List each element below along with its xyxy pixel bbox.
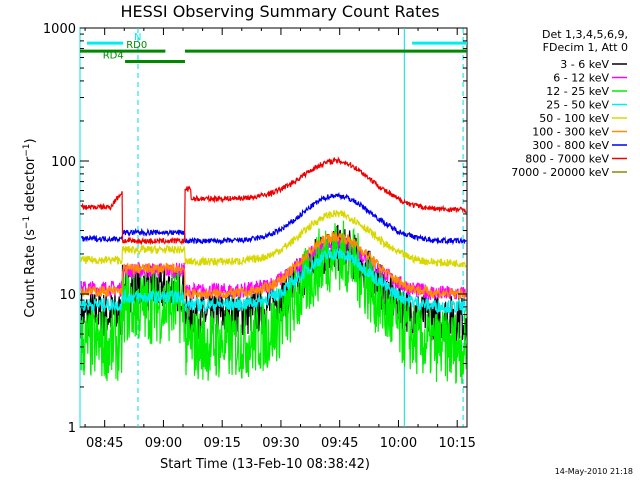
flag-label-n: N (134, 32, 141, 43)
y-label-main: Count Rate (s (23, 229, 38, 318)
y-label-end: ) (23, 138, 38, 143)
x-tick-label-4: 09:45 (321, 436, 358, 451)
legend-header-2: FDecim 1, Att 0 (543, 41, 628, 54)
series-line-25-50-kev (80, 247, 467, 316)
y-tick-label-1: 10 (59, 288, 76, 303)
y-axis-ticks: 1 10 100 1000 (43, 22, 467, 436)
y-label-mid: detector (23, 156, 38, 216)
legend-label-100-300-kev: 100 - 300 keV (532, 126, 609, 139)
x-tick-label-2: 09:15 (203, 436, 240, 451)
legend-label-12-25-kev: 12 - 25 keV (546, 85, 609, 98)
legend: Det 1,3,4,5,6,9, FDecim 1, Att 0 3 - 6 k… (511, 28, 628, 179)
y-tick-label-2: 100 (51, 155, 76, 170)
flag-label-rd0: RD0 (126, 40, 147, 51)
x-tick-label-0: 08:45 (86, 436, 123, 451)
x-tick-label-1: 09:00 (145, 436, 182, 451)
legend-label-7000-20000-kev: 7000 - 20000 keV (511, 166, 609, 179)
x-tick-label-6: 10:15 (438, 436, 475, 451)
chart-title: HESSI Observing Summary Count Rates (120, 2, 439, 21)
legend-label-3-6-kev: 3 - 6 keV (560, 58, 609, 71)
series-line-50-100-kev (80, 209, 467, 269)
y-axis-label: Count Rate (s−1 detector−1) (22, 138, 38, 317)
time-markers (79, 28, 464, 427)
x-tick-label-3: 09:30 (262, 436, 299, 451)
series-line-800-7000-kev (80, 156, 467, 246)
timestamp: 14-May-2010 21:18 (555, 467, 633, 476)
flag-label-rd4: RD4 (103, 50, 124, 61)
series-line-100-300-kev (80, 230, 467, 300)
y-tick-label-3: 1000 (43, 22, 76, 37)
series-layer (80, 156, 467, 384)
x-axis-label: Start Time (13-Feb-10 08:38:42) (160, 457, 370, 472)
y-label-sup1: −1 (22, 216, 32, 229)
legend-label-6-12-kev: 6 - 12 keV (553, 72, 609, 85)
legend-header-1: Det 1,3,4,5,6,9, (542, 28, 628, 41)
legend-label-800-7000-kev: 800 - 7000 keV (525, 153, 609, 166)
legend-label-25-50-kev: 25 - 50 keV (546, 99, 609, 112)
series-line-12-25-kev (80, 220, 467, 384)
series-line-300-800-kev (80, 191, 467, 246)
y-label-sup2: −1 (22, 143, 32, 156)
y-tick-label-0: 1 (68, 421, 76, 436)
x-axis-ticks: 08:45 09:00 09:15 09:30 09:45 10:00 10:15 (84, 28, 476, 451)
legend-label-50-100-kev: 50 - 100 keV (539, 112, 609, 125)
legend-label-300-800-kev: 300 - 800 keV (532, 139, 609, 152)
x-tick-label-5: 10:00 (380, 436, 417, 451)
